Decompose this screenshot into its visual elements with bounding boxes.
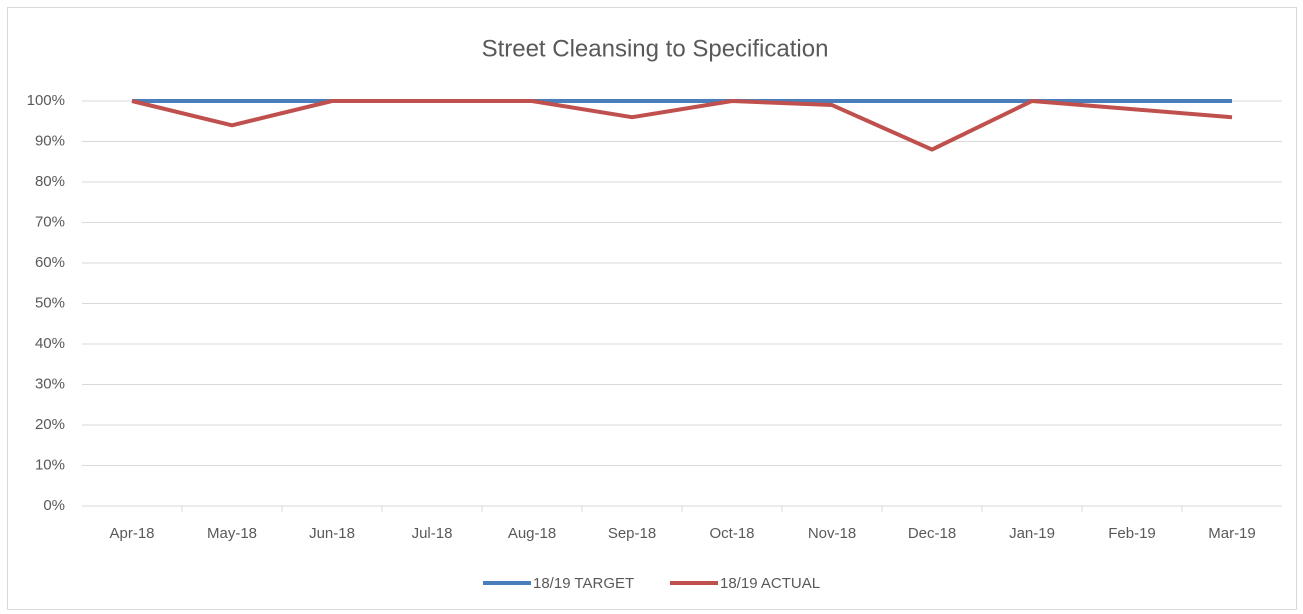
y-tick-label: 0% [43,497,65,514]
x-tick-label: Sep-18 [608,525,656,542]
y-tick-label: 10% [35,456,65,473]
y-tick-label: 60% [35,254,65,271]
x-tick-label: Oct-18 [709,525,754,542]
y-tick-label: 30% [35,375,65,392]
x-tick-label: Jul-18 [412,525,453,542]
chart-border [7,7,1297,610]
legend-label: 18/19 ACTUAL [720,575,820,592]
x-tick-label: Feb-19 [1108,525,1156,542]
x-tick-label: Aug-18 [508,525,556,542]
y-tick-label: 90% [35,132,65,149]
x-tick-label: Dec-18 [908,525,956,542]
y-tick-label: 50% [35,294,65,311]
x-tick-label: Nov-18 [808,525,856,542]
y-tick-label: 100% [27,92,65,109]
x-tick-label: Jun-18 [309,525,355,542]
y-tick-label: 80% [35,173,65,190]
x-tick-label: Apr-18 [109,525,154,542]
legend-label: 18/19 TARGET [533,575,634,592]
y-tick-label: 40% [35,335,65,352]
y-tick-label: 70% [35,213,65,230]
x-tick-label: May-18 [207,525,257,542]
y-tick-label: 20% [35,416,65,433]
x-tick-label: Mar-19 [1208,525,1256,542]
chart-title: Street Cleansing to Specification [482,35,829,62]
x-tick-label: Jan-19 [1009,525,1055,542]
series-line [131,99,1233,152]
